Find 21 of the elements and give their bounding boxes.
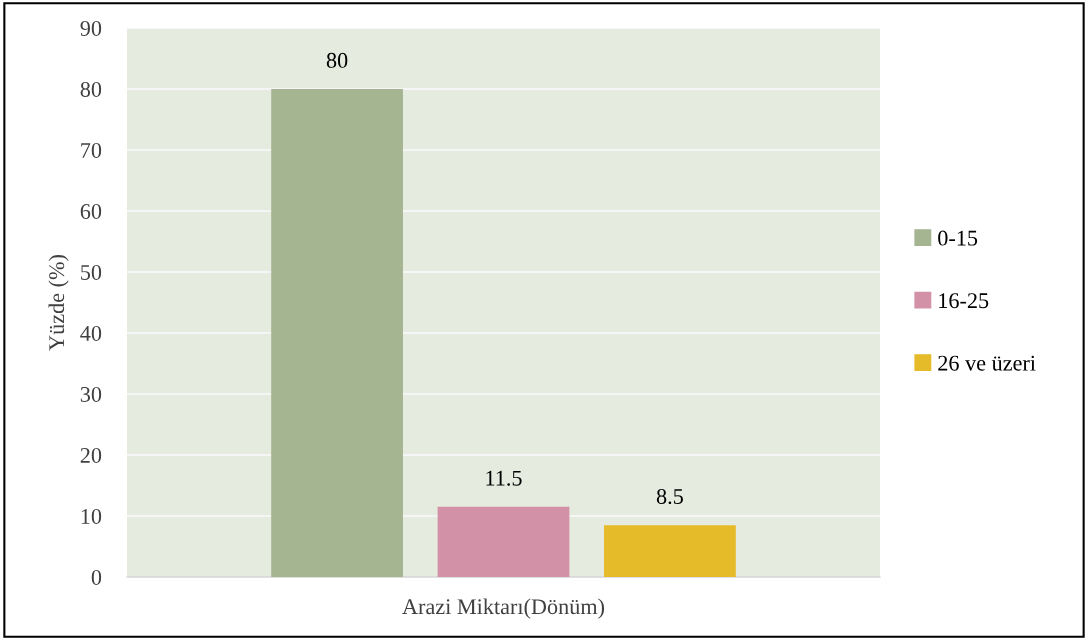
y-tick-label: 30 xyxy=(80,386,102,402)
legend-label: 26 ve üzeri xyxy=(938,355,1036,371)
data-label: 80 xyxy=(326,52,348,68)
y-tick-label: 40 xyxy=(80,325,102,341)
bar xyxy=(604,525,736,577)
bar xyxy=(437,506,570,577)
legend-label: 0-15 xyxy=(938,230,978,246)
y-tick-label: 0 xyxy=(91,569,102,585)
y-axis-title: Yüzde (%) xyxy=(48,255,69,351)
y-tick-label: 80 xyxy=(80,81,102,97)
x-axis-title: Arazi Miktarı(Dönüm) xyxy=(402,598,605,619)
y-tick-label: 70 xyxy=(81,142,102,158)
data-label: 8.5 xyxy=(656,488,683,505)
y-tick-label: 20 xyxy=(80,447,102,463)
y-tick-label: 50 xyxy=(81,264,102,280)
y-tick-label: 90 xyxy=(80,20,102,36)
legend-label: 16-25 xyxy=(939,293,989,309)
y-tick-label: 10 xyxy=(81,508,102,524)
y-tick-label: 60 xyxy=(80,203,102,219)
bar xyxy=(271,89,403,577)
data-label: 11.5 xyxy=(486,470,522,486)
